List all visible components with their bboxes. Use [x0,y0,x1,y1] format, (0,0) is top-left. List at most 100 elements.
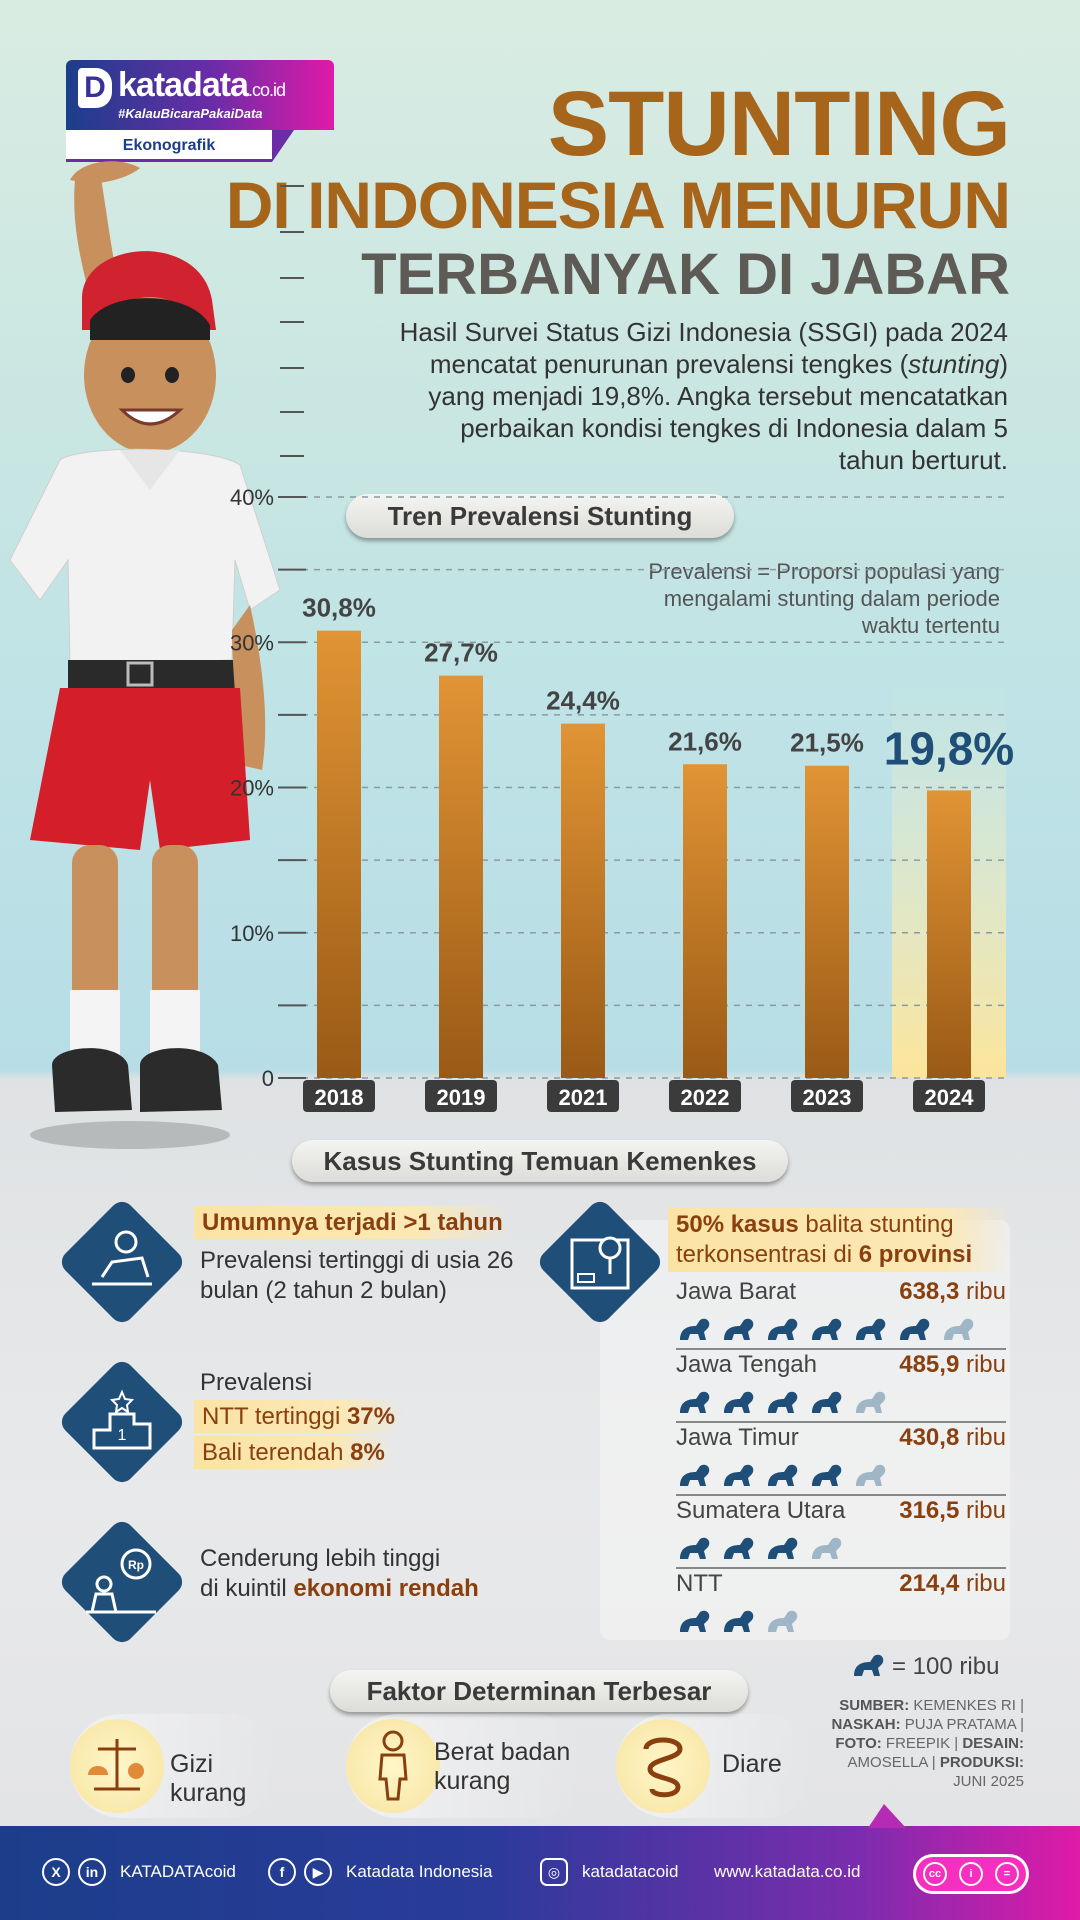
baby-icon [856,1391,886,1413]
footer: X in KATADATAcoid f ▶ Katadata Indonesia… [0,1804,1080,1920]
baby-icon [812,1318,842,1340]
data-label-2022: 21,6% [668,726,742,756]
section-label: Ekonografik [66,130,272,162]
x-pill-2019 [425,1080,497,1112]
province-name: NTT [676,1570,723,1597]
baby-icon [768,1537,798,1559]
footer-handle-3[interactable]: katadatacoid [582,1862,679,1881]
x-pill-2024 [913,1080,985,1112]
y-tick-label: 30% [230,630,274,655]
scale-food-icon [88,1739,144,1791]
footer-website[interactable]: www.katadata.co.id [714,1862,861,1881]
bar-2024 [927,790,971,1078]
x-icon[interactable]: X [42,1858,70,1886]
baby-icon [680,1391,710,1413]
baby-icon [724,1537,754,1559]
province-value: 214,4 ribu [899,1570,1006,1597]
province-value: 485,9 ribu [899,1351,1006,1378]
linkedin-icon[interactable]: in [78,1858,106,1886]
province-name: Jawa Timur [676,1424,799,1451]
title-line-1: STUNTING [547,73,1011,175]
province-row: Jawa Tengah 485,9 ribu [676,1351,1006,1423]
province-panel [600,1220,1010,1640]
map-search-icon [539,1201,661,1323]
factor-3-label: Diare [722,1750,782,1778]
faktor-pill: Faktor Determinan Terbesar [330,1670,748,1712]
baby-icon [812,1537,842,1559]
province-name: Sumatera Utara [676,1497,846,1524]
x-tick-label-2019: 2019 [437,1085,486,1110]
x-pill-2023 [791,1080,863,1112]
ntt-highest: NTT tertinggi 37% [194,1400,403,1433]
province-name: Jawa Tengah [676,1351,817,1378]
child-illustration [9,161,281,1149]
title-line-2: DI INDONESIA MENURUN [225,168,1011,242]
bar-2021 [561,723,605,1078]
bar-2019 [439,675,483,1078]
factor-diarrhea: Diare [616,1714,816,1818]
prevalence-label: Prevalensi [200,1369,313,1396]
chart-title-pill: Tren Prevalensi Stunting [346,494,734,538]
baby-icon [768,1464,798,1486]
brand-tld: .co.id [247,80,286,100]
age-highlight: Umumnya terjadi >1 tahun [194,1206,511,1239]
bali-lowest: Bali terendah 8% [194,1436,393,1469]
baby-icon [768,1318,798,1340]
data-label-2021: 24,4% [546,686,620,716]
footer-notch [868,1804,906,1828]
province-value: 638,3 ribu [899,1278,1006,1305]
baby-icon [944,1318,974,1340]
podium-icon: 1 [61,1361,183,1483]
data-label-2024: 19,8% [884,722,1014,774]
baby-icon [724,1318,754,1340]
x-tick-label-2024: 2024 [925,1085,975,1110]
title-line-3: TERBANYAK DI JABAR [361,242,1010,307]
baby-icon [724,1610,754,1632]
factor-1-label: Gizi kurang [170,1750,247,1807]
baby-icon [680,1464,710,1486]
brand-tagline: #KalauBicaraPakaiData [118,106,263,121]
economy-text: Cenderung lebih tinggi di kuintil ekonom… [200,1545,479,1602]
instagram-icon[interactable]: ◎ [540,1858,568,1886]
nd-icon: = [995,1862,1019,1886]
factor-nutrition: Gizi kurang [70,1714,280,1818]
footer-handle-2[interactable]: Katadata Indonesia [346,1862,493,1881]
logo-banner: D katadata.co.id #KalauBicaraPakaiData [66,60,334,130]
data-label-2019: 27,7% [424,638,498,668]
factor-2-label: Berat badan kurang [434,1738,571,1795]
y-tick-label: 20% [230,776,274,801]
province-value: 316,5 ribu [899,1497,1006,1524]
baby-icon [680,1537,710,1559]
x-tick-label-2021: 2021 [559,1085,608,1110]
province-row: Sumatera Utara 316,5 ribu [676,1497,1006,1569]
kemenkes-pill: Kasus Stunting Temuan Kemenkes [292,1140,788,1182]
y-tick-label: 0 [262,1066,274,1091]
brand-name: katadata [118,66,249,104]
baby-icon [856,1318,886,1340]
footer-handle-1[interactable]: KATADATAcoid [120,1862,236,1881]
by-icon: i [959,1862,983,1886]
youtube-icon[interactable]: ▶ [304,1858,332,1886]
facebook-icon[interactable]: f [268,1858,296,1886]
creative-commons-badge[interactable]: cc i = [913,1854,1029,1894]
intro-text: Hasil Survei Status Gizi Indonesia (SSGI… [399,317,1008,475]
province-row: Jawa Barat 638,3 ribu [676,1278,1006,1350]
money-person-icon: Rp [61,1521,183,1643]
baby-legend-icon [854,1654,884,1676]
logo-d-icon: D [78,68,112,108]
baby-icon [680,1610,710,1632]
baby-icon [768,1391,798,1413]
bar-2023 [805,765,849,1078]
x-tick-label-2018: 2018 [315,1085,364,1110]
katadata-logo[interactable]: D katadata.co.id #KalauBicaraPakaiData E… [66,60,334,164]
province-value: 430,8 ribu [899,1424,1006,1451]
age-text: Prevalensi tertinggi di usia 26 bulan (2… [200,1247,514,1304]
province-row: Jawa Timur 430,8 ribu [676,1424,1006,1496]
y-tick-label: 40% [230,485,274,510]
data-label-2018: 30,8% [302,593,376,623]
data-label-2023: 21,5% [790,728,864,758]
province-highlight: 50% kasus balita stunting terkonsentrasi… [668,1208,1012,1272]
baby-icon [724,1391,754,1413]
x-pill-2022 [669,1080,741,1112]
baby-icon [812,1464,842,1486]
